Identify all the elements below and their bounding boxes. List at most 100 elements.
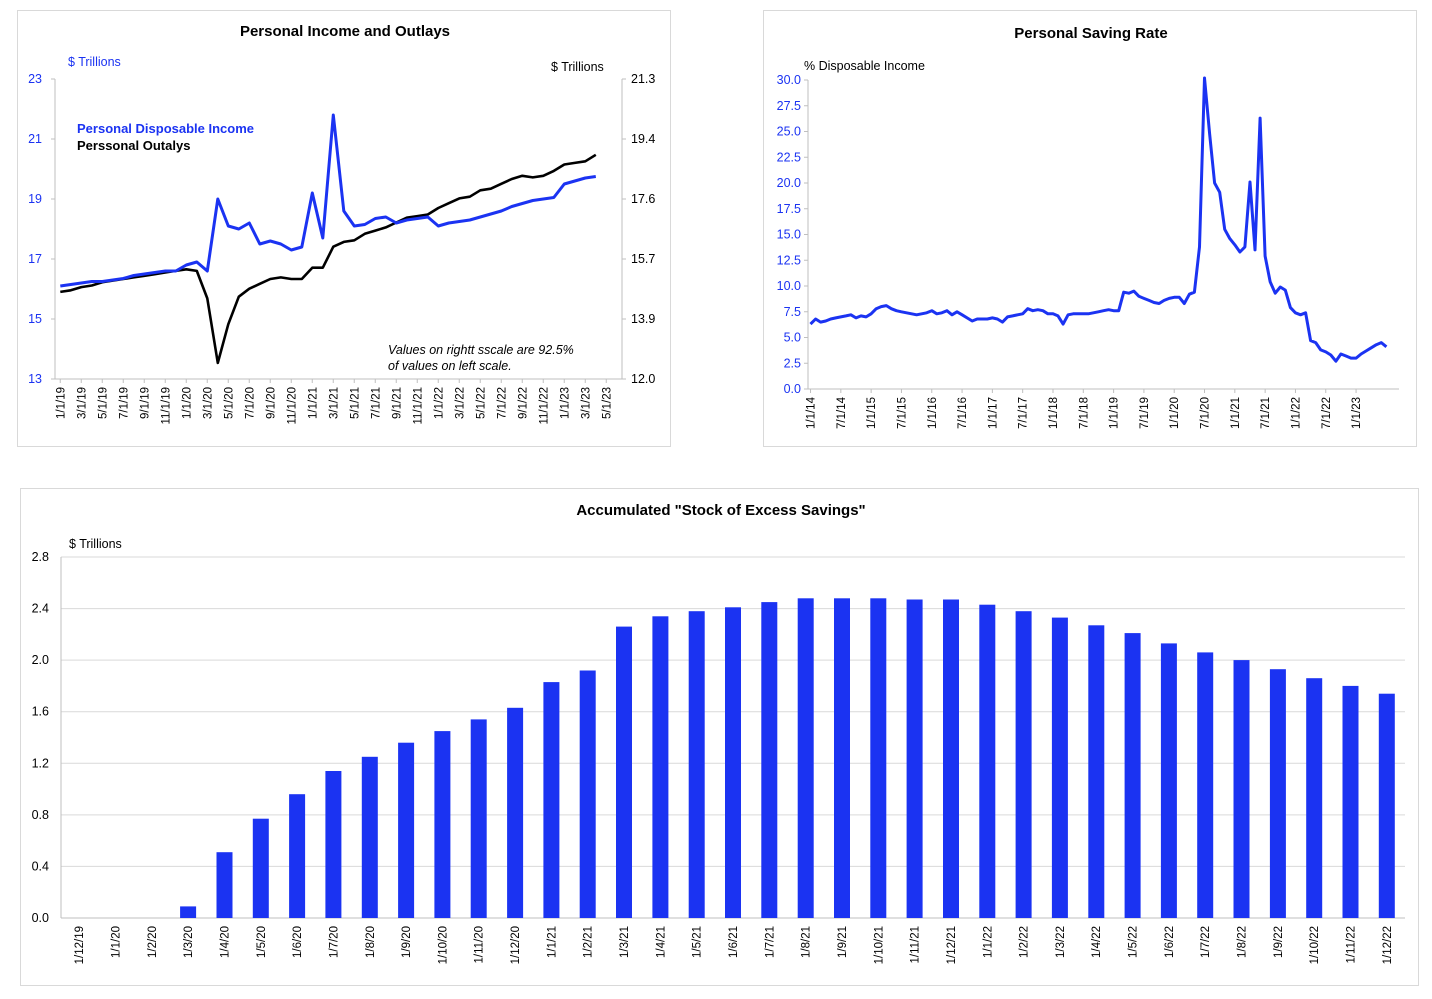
x-tick-label: 5/1/23: [601, 387, 613, 419]
y-tick-label: 27.5: [777, 99, 801, 113]
x-tick-label: 1/1/21: [307, 387, 319, 419]
x-tick-label: 3/1/20: [202, 387, 214, 419]
left-axis-unit: $ Trillions: [68, 55, 121, 69]
excess-savings-bar: [870, 598, 887, 918]
excess-savings-bar: [289, 794, 306, 918]
x-tick-label: 1/11/22: [1346, 926, 1358, 964]
left-tick-label: 13: [28, 372, 42, 386]
right-tick-label: 21.3: [631, 72, 655, 86]
x-tick-label: 1/10/22: [1309, 926, 1321, 964]
excess-savings-bar: [1342, 685, 1359, 918]
x-tick-label: 1/12/20: [510, 926, 522, 964]
excess-savings-bar: [543, 682, 560, 918]
excess-savings-bar: [652, 616, 669, 918]
x-tick-label: 1/1/15: [866, 397, 878, 429]
x-tick-label: 3/1/21: [328, 387, 340, 419]
excess-savings-bar: [834, 598, 850, 918]
excess-savings-bar: [1088, 625, 1105, 918]
income-outlays-chart-panel: Personal Income and Outlays $ Trillions $ …: [17, 10, 671, 447]
excess-savings-bar: [398, 742, 415, 918]
x-tick-label: 1/12/22: [1382, 926, 1394, 964]
excess-savings-bar: [979, 604, 996, 918]
income-outlays-chart: Personal Income and Outlays $ Trillions $ …: [28, 23, 655, 425]
excess-savings-bar: [325, 771, 342, 918]
right-tick-label: 17.6: [631, 192, 655, 206]
x-tick-label: 1/9/20: [401, 926, 413, 958]
y-tick-label: 0.8: [32, 808, 49, 822]
x-tick-label: 7/1/19: [118, 387, 130, 419]
scale-note-line2: of values on left scale.: [388, 359, 512, 373]
x-tick-label: 5/1/22: [475, 387, 487, 419]
right-tick-label: 12.0: [631, 372, 655, 386]
x-tick-label: 7/1/14: [836, 396, 848, 429]
x-tick-label: 11/1/21: [412, 387, 424, 425]
excess-savings-bar: [797, 598, 814, 918]
x-tick-label: 3/1/19: [76, 387, 88, 419]
x-tick-label: 7/1/18: [1078, 397, 1090, 429]
x-tick-label: 1/9/21: [837, 926, 849, 958]
x-tick-label: 1/10/21: [873, 926, 885, 964]
y-tick-label: 0.0: [32, 911, 49, 925]
x-tick-label: 7/1/22: [496, 387, 508, 419]
x-tick-label: 5/1/20: [223, 387, 235, 419]
excess-savings-bar: [361, 756, 378, 918]
x-tick-label: 5/1/21: [349, 387, 361, 419]
y-tick-label: 2.5: [784, 356, 801, 370]
excess-savings-bar: [906, 599, 923, 918]
excess-savings-bar: [1233, 660, 1250, 918]
x-tick-label: 1/8/21: [801, 926, 813, 958]
x-tick-label: 1/1/22: [982, 926, 994, 958]
y-axis-unit: % Disposable Income: [804, 59, 925, 73]
x-tick-label: 1/1/20: [1169, 397, 1181, 429]
left-tick-label: 21: [28, 132, 42, 146]
x-tick-label: 7/1/19: [1139, 397, 1151, 429]
excess-savings-chart-panel: Accumulated "Stock of Excess Savings" $ T…: [20, 488, 1419, 986]
saving-rate-series-line: [809, 76, 1388, 363]
x-tick-label: 1/12/19: [74, 926, 86, 964]
saving-rate-chart: Personal Saving Rate % Disposable Income3…: [777, 25, 1399, 429]
y-tick-label: 1.2: [32, 756, 49, 770]
excess-savings-bar: [434, 731, 451, 918]
x-tick-label: 1/1/22: [433, 387, 445, 419]
excess-savings-bar: [688, 611, 705, 918]
x-tick-label: 1/2/21: [583, 926, 595, 958]
x-tick-label: 1/8/20: [365, 926, 377, 958]
x-tick-label: 1/4/21: [655, 926, 667, 958]
scale-note-line1: Values on rightt sscale are 92.5%: [388, 343, 574, 357]
y-tick-label: 2.4: [32, 602, 49, 616]
outlays-series-line: [60, 153, 597, 365]
x-tick-label: 1/2/22: [1019, 926, 1031, 958]
left-tick-label: 15: [28, 312, 42, 326]
x-tick-label: 1/7/20: [328, 926, 340, 958]
excess-savings-bar: [943, 599, 959, 918]
x-tick-label: 11/1/19: [160, 387, 172, 425]
x-tick-label: 1/1/19: [1109, 397, 1121, 429]
y-axis-unit: $ Trillions: [69, 537, 122, 551]
saving-rate-chart-panel: Personal Saving Rate % Disposable Income 3…: [763, 10, 1417, 447]
excess-savings-bar: [507, 707, 524, 918]
y-tick-label: 5.0: [784, 331, 801, 345]
x-tick-label: 1/1/20: [181, 387, 193, 419]
x-tick-label: 1/1/21: [1230, 397, 1242, 429]
excess-savings-bar: [1306, 678, 1323, 918]
x-tick-label: 1/9/22: [1273, 926, 1285, 958]
excess-savings-chart: Accumulated "Stock of Excess Savings" $ T…: [32, 502, 1405, 964]
x-tick-label: 1/2/20: [147, 926, 159, 958]
right-tick-label: 15.7: [631, 252, 655, 266]
x-tick-label: 1/10/20: [437, 926, 449, 964]
x-tick-label: 1/6/20: [292, 926, 304, 958]
x-tick-label: 1/11/21: [910, 926, 922, 964]
y-tick-label: 0.4: [32, 859, 49, 873]
x-tick-label: 7/1/21: [370, 387, 382, 419]
excess-savings-bar: [1197, 652, 1214, 918]
x-tick-label: 1/6/21: [728, 926, 740, 958]
x-tick-label: 1/11/20: [474, 926, 486, 964]
excess-savings-bar: [725, 607, 741, 918]
x-tick-label: 3/1/23: [580, 387, 592, 419]
x-tick-label: 11/1/20: [286, 387, 298, 425]
x-tick-label: 7/1/21: [1260, 397, 1272, 429]
x-tick-label: 3/1/22: [454, 387, 466, 419]
excess-savings-bar: [216, 852, 233, 918]
x-tick-label: 1/1/19: [55, 387, 67, 419]
x-tick-label: 1/1/21: [546, 926, 558, 958]
